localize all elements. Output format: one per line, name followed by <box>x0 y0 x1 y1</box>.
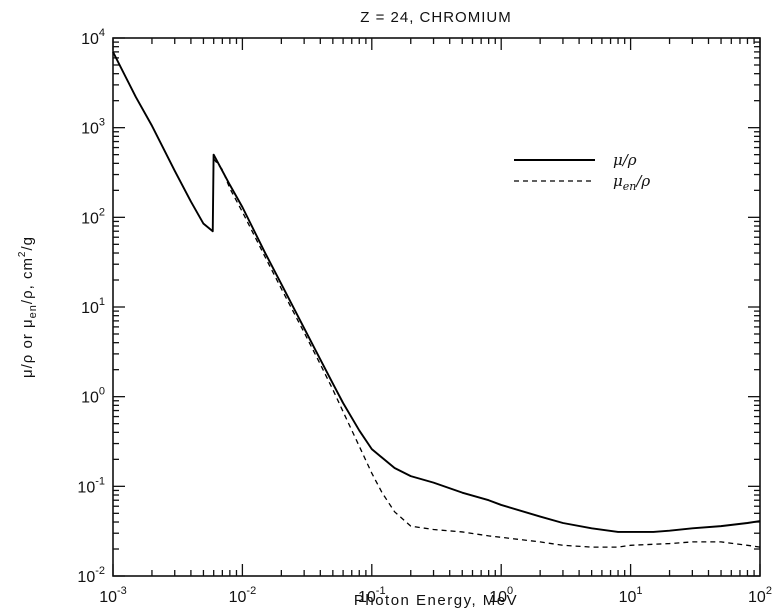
y-tick-label: 102 <box>81 206 105 227</box>
plot-frame <box>112 37 761 577</box>
legend-label-mu-en-rho: μen/ρ <box>613 172 650 193</box>
series-line-mu-en-rho <box>213 158 761 548</box>
y-tick-label: 10-2 <box>77 565 105 586</box>
y-tick-labels: 10-2 10-1 100 101 102 103 104 <box>77 27 105 586</box>
chart-title: Z = 24, CHROMIUM <box>360 9 511 26</box>
y-tick-label: 104 <box>81 27 105 48</box>
x-axis-label: Photon Energy, MeV <box>354 592 518 609</box>
y-axis-label: μ/ρ or μen/ρ, cm2/g <box>17 236 39 378</box>
x-tick-label: 100 <box>489 585 513 606</box>
x-tick-label: 10-3 <box>99 585 127 606</box>
legend: μ/ρ μen/ρ <box>514 151 650 193</box>
y-tick-label: 100 <box>81 386 105 407</box>
x-tick-labels: 10-3 10-2 10-1 100 101 102 <box>99 585 772 606</box>
x-tick-label: 101 <box>619 585 643 606</box>
x-tick-label: 102 <box>748 585 772 606</box>
y-tick-label: 101 <box>81 296 105 317</box>
axis-ticks <box>112 37 761 577</box>
y-tick-label: 103 <box>81 117 105 138</box>
series-line-mu-rho <box>112 51 761 533</box>
legend-label-mu-rho: μ/ρ <box>613 151 637 169</box>
y-tick-label: 10-1 <box>77 475 105 496</box>
x-tick-label: 10-2 <box>229 585 257 606</box>
series-lines <box>112 51 761 548</box>
x-tick-label: 10-1 <box>358 585 386 606</box>
